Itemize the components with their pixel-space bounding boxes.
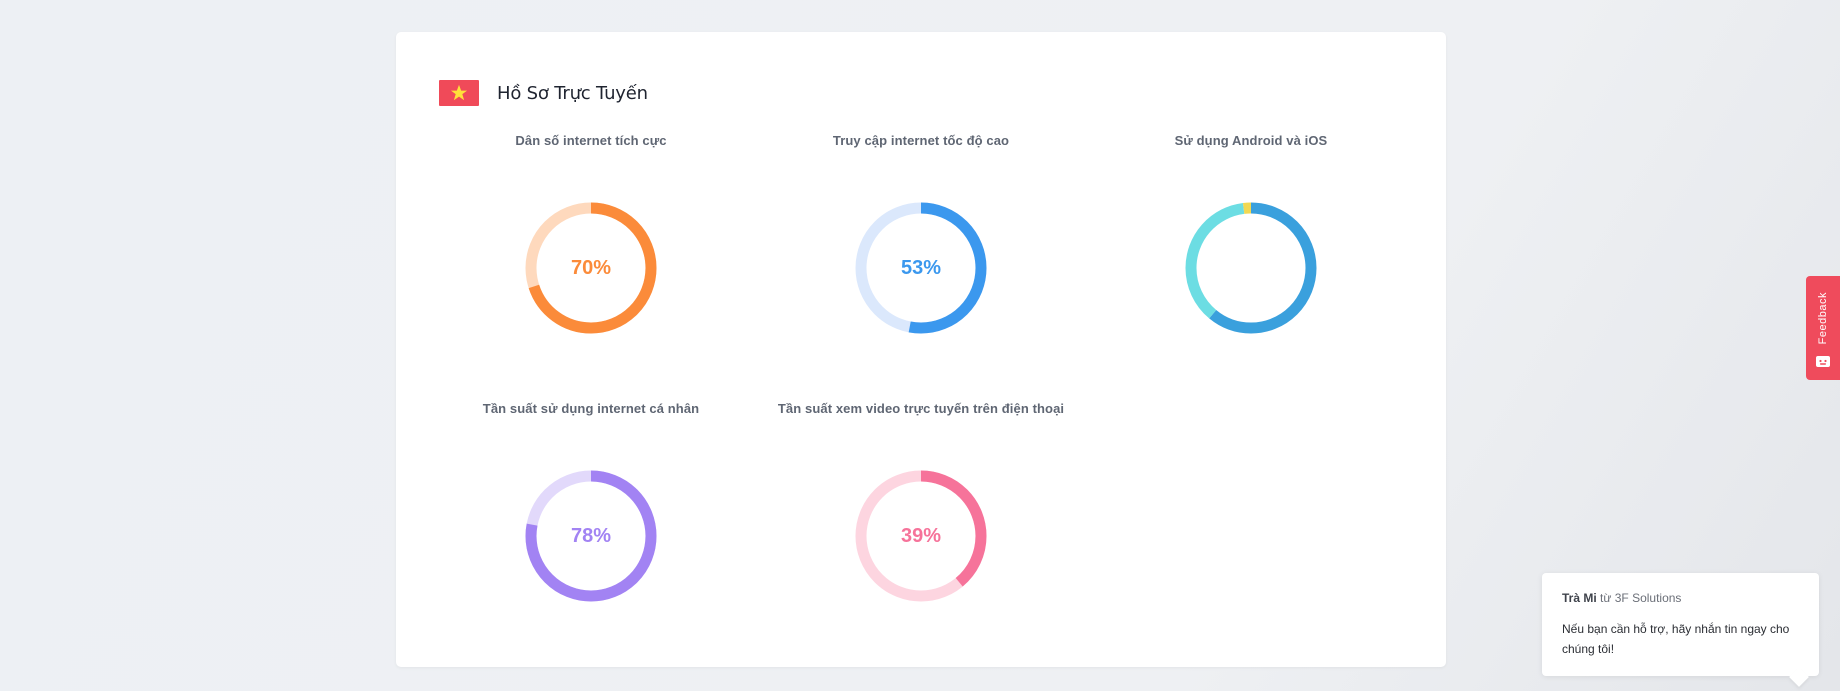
card-header: Hồ Sơ Trực Tuyến [439, 80, 648, 106]
donut-value-arc [525, 202, 657, 334]
metric-personal-internet-frequency: Tần suất sử dụng internet cá nhân 78% [431, 401, 751, 606]
chat-sender: Trà Mi từ 3F Solutions [1562, 591, 1799, 605]
metric-label: Dân số internet tích cực [515, 133, 667, 148]
metric-label: Tần suất xem video trực tuyến trên điện … [777, 401, 1065, 416]
metric-label: Truy cập internet tốc độ cao [832, 133, 1010, 148]
donut-value: 70% [570, 256, 612, 279]
metric-high-speed-access: Truy cập internet tốc độ cao 53% [761, 133, 1081, 338]
metric-active-internet-population: Dân số internet tích cực 70% [431, 133, 751, 338]
chat-agent-name: Trà Mi [1562, 591, 1597, 605]
donut-value-arc [855, 470, 987, 602]
metric-label: Sử dụng Android và iOS [1174, 133, 1328, 148]
chat-message: Nếu bạn cần hỗ trợ, hãy nhắn tin ngay ch… [1562, 622, 1790, 656]
chat-popup[interactable]: Trà Mi từ 3F Solutions Nếu bạn cần hỗ tr… [1542, 573, 1819, 687]
donut-value: 53% [900, 256, 942, 279]
donut-chart: 53% [851, 198, 991, 338]
metric-mobile-video-frequency: Tần suất xem video trực tuyến trên điện … [761, 401, 1081, 606]
online-profile-card: Hồ Sơ Trực Tuyến Dân số internet tích cự… [396, 32, 1446, 667]
donut-value: 39% [900, 524, 942, 547]
feedback-tab[interactable]: Feedback [1806, 276, 1840, 380]
donut-chart: 78% [521, 466, 661, 606]
card-title: Hồ Sơ Trực Tuyến [497, 82, 648, 104]
donut-segment-other [1185, 202, 1317, 334]
feedback-label: Feedback [1817, 291, 1829, 344]
donut-value-arc [525, 470, 657, 602]
donut-value: 78% [570, 524, 612, 547]
feedback-icon [1816, 356, 1830, 367]
donut-chart: 39% [851, 466, 991, 606]
metric-label: Tần suất sử dụng internet cá nhân [482, 401, 700, 416]
donut-segment-ios [1185, 202, 1317, 334]
vietnam-flag-icon [439, 80, 479, 106]
donut-value-arc [855, 202, 987, 334]
metric-android-ios: Sử dụng Android và iOS [1091, 133, 1411, 338]
donut-chart [1181, 198, 1321, 338]
donut-chart: 70% [521, 198, 661, 338]
chat-from-company: từ 3F Solutions [1600, 591, 1682, 605]
chat-tail [1789, 667, 1809, 687]
